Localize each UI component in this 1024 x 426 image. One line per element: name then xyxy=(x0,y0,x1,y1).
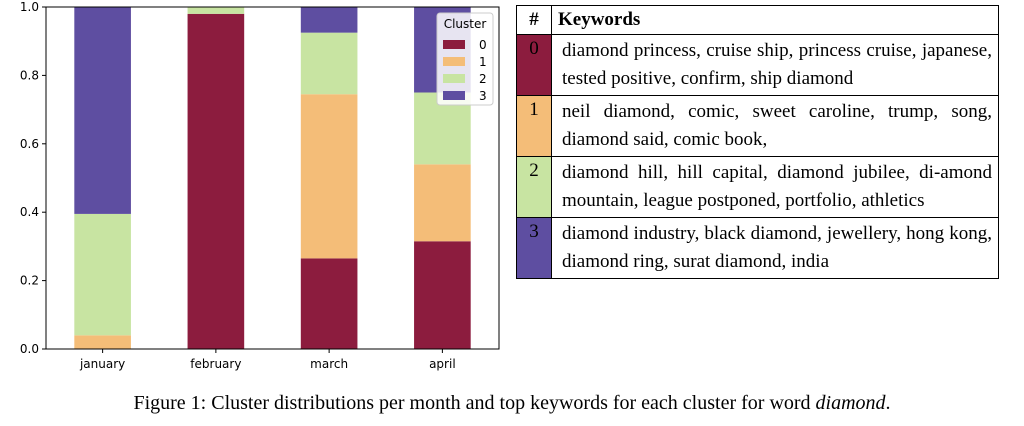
cluster-number-cell: 1 xyxy=(516,95,552,157)
keywords-cell: diamond princess, cruise ship, princess … xyxy=(551,34,999,96)
legend-swatch xyxy=(443,91,465,100)
legend-label: 1 xyxy=(479,55,487,69)
bar-segment xyxy=(187,7,245,14)
caption-emphasis: diamond xyxy=(815,392,886,414)
y-tick-label: 0.2 xyxy=(20,274,39,288)
bar-segment xyxy=(300,94,358,259)
bar-segment xyxy=(74,335,131,349)
stacked-bar-chart: january february march april 0.0 0.2 0.4 0.6 0.8… xyxy=(0,0,510,380)
cluster-number-cell: 2 xyxy=(516,156,552,218)
table-header-row: # Keywords xyxy=(516,5,999,35)
bar-segment xyxy=(74,213,131,336)
cluster-number-cell: 0 xyxy=(516,34,552,96)
y-tick-label: 0.6 xyxy=(20,137,39,151)
y-tick-label: 0.0 xyxy=(20,342,39,356)
cluster-number-cell: 3 xyxy=(516,217,552,279)
bar-segment xyxy=(300,32,358,95)
table-row: 1 neil diamond, comic, sweet caroline, t… xyxy=(516,95,999,157)
chart-svg: january february march april 0.0 0.2 0.4 0.6 0.8… xyxy=(20,0,500,371)
legend-label: 3 xyxy=(479,89,487,103)
legend-swatch xyxy=(443,40,465,49)
keywords-cell: diamond industry, black diamond, jewelle… xyxy=(551,217,999,279)
y-tick-label: 0.8 xyxy=(20,68,39,82)
bar-segment xyxy=(74,7,131,214)
legend-label: 0 xyxy=(479,38,487,52)
header-keywords: Keywords xyxy=(551,5,999,35)
caption-end: . xyxy=(885,392,891,414)
table-row: 3 diamond industry, black diamond, jewel… xyxy=(516,217,999,279)
legend-title: Cluster xyxy=(444,17,487,31)
x-tick-label: april xyxy=(429,357,456,371)
bar-segment xyxy=(300,258,358,349)
keywords-table: # Keywords 0 diamond princess, cruise sh… xyxy=(516,5,999,279)
figure-caption: Figure 1: Cluster distributions per mont… xyxy=(0,392,1024,415)
legend-swatch xyxy=(443,57,465,66)
x-tick-label: january xyxy=(79,357,125,371)
keywords-cell: neil diamond, comic, sweet caroline, tru… xyxy=(551,95,999,157)
table-row: 2 diamond hill, hill capital, diamond ju… xyxy=(516,156,999,218)
x-tick-label: march xyxy=(310,357,348,371)
bar-segment xyxy=(187,13,245,350)
y-tick-label: 0.4 xyxy=(20,205,39,219)
table-row: 0 diamond princess, cruise ship, princes… xyxy=(516,34,999,96)
x-tick-label: february xyxy=(190,357,241,371)
legend-label: 2 xyxy=(479,72,487,86)
bar-segment xyxy=(414,241,471,349)
keywords-cell: diamond hill, hill capital, diamond jubi… xyxy=(551,156,999,218)
plot-frame xyxy=(45,6,500,350)
y-tick-label: 1.0 xyxy=(20,0,39,14)
bar-segment xyxy=(414,164,471,242)
bar-segment xyxy=(300,7,358,33)
header-number: # xyxy=(516,5,552,35)
legend-swatch xyxy=(443,74,465,83)
caption-text: Figure 1: Cluster distributions per mont… xyxy=(133,392,816,414)
